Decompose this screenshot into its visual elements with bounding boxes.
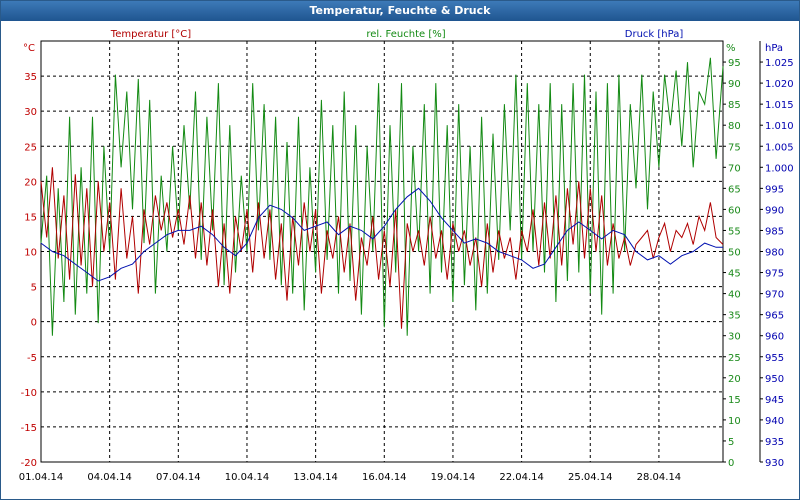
y-pressure-tick-label: 1.020 bbox=[765, 79, 794, 90]
y-left-tick-label: 5 bbox=[31, 283, 37, 294]
x-tick-label: 19.04.14 bbox=[431, 472, 476, 483]
y-pressure-tick-label: 945 bbox=[765, 395, 784, 406]
y-humidity-tick-label: 45 bbox=[728, 269, 741, 280]
y-left-tick-label: 35 bbox=[24, 72, 37, 83]
y-humidity-tick-label: 35 bbox=[728, 311, 741, 322]
x-tick-label: 10.04.14 bbox=[225, 472, 270, 483]
y-humidity-tick-label: 10 bbox=[728, 416, 741, 427]
y-pressure-tick-label: 975 bbox=[765, 269, 784, 280]
y-pressure-tick-label: 940 bbox=[765, 416, 784, 427]
window-title: Temperatur, Feuchte & Druck bbox=[1, 1, 799, 21]
y-humidity-tick-label: 50 bbox=[728, 248, 741, 259]
series-line bbox=[40, 57, 724, 336]
y-pressure-tick-label: 935 bbox=[765, 437, 784, 448]
y-humidity-tick-label: 80 bbox=[728, 121, 741, 132]
x-tick-label: 28.04.14 bbox=[637, 472, 682, 483]
y-pressure-tick-label: 1.015 bbox=[765, 100, 794, 111]
y-pressure-tick-label: 980 bbox=[765, 248, 784, 259]
y-humidity-tick-label: 70 bbox=[728, 163, 741, 174]
y-humidity-tick-label: 40 bbox=[728, 290, 741, 301]
y-pressure-unit-label: hPa bbox=[765, 43, 783, 54]
y-humidity-tick-label: 65 bbox=[728, 184, 741, 195]
y-humidity-tick-label: 85 bbox=[728, 100, 741, 111]
y-left-unit-label: °C bbox=[23, 43, 35, 54]
y-pressure-tick-label: 1.025 bbox=[765, 58, 794, 69]
y-pressure-tick-label: 1.010 bbox=[765, 121, 794, 132]
x-tick-label: 13.04.14 bbox=[293, 472, 338, 483]
y-humidity-tick-label: 90 bbox=[728, 79, 741, 90]
y-humidity-tick-label: 60 bbox=[728, 205, 741, 216]
y-humidity-tick-label: 75 bbox=[728, 142, 741, 153]
y-left-tick-label: -10 bbox=[21, 388, 37, 399]
y-humidity-tick-label: 30 bbox=[728, 332, 741, 343]
y-pressure-tick-label: 955 bbox=[765, 353, 784, 364]
y-pressure-tick-label: 1.005 bbox=[765, 142, 794, 153]
x-tick-label: 22.04.14 bbox=[499, 472, 544, 483]
y-left-tick-label: 30 bbox=[24, 107, 37, 118]
y-left-tick-label: 10 bbox=[24, 248, 37, 259]
x-tick-label: 25.04.14 bbox=[568, 472, 613, 483]
y-humidity-tick-label: 25 bbox=[728, 353, 741, 364]
y-left-tick-label: 25 bbox=[24, 142, 37, 153]
x-tick-label: 07.04.14 bbox=[156, 472, 201, 483]
series-label: rel. Feuchte [%] bbox=[366, 29, 445, 40]
y-humidity-tick-label: 15 bbox=[728, 395, 741, 406]
y-pressure-tick-label: 970 bbox=[765, 290, 784, 301]
y-pressure-tick-label: 1.000 bbox=[765, 163, 794, 174]
y-left-tick-label: -5 bbox=[27, 353, 37, 364]
y-left-tick-label: -15 bbox=[21, 423, 37, 434]
series-label: Druck [hPa] bbox=[625, 29, 684, 40]
y-pressure-tick-label: 930 bbox=[765, 458, 784, 469]
x-tick-label: 04.04.14 bbox=[87, 472, 132, 483]
y-humidity-tick-label: 55 bbox=[728, 226, 741, 237]
y-humidity-tick-label: 5 bbox=[728, 437, 734, 448]
series-line bbox=[40, 167, 724, 329]
y-pressure-tick-label: 950 bbox=[765, 374, 784, 385]
y-left-tick-label: 20 bbox=[24, 177, 37, 188]
y-left-tick-label: -20 bbox=[21, 458, 37, 469]
y-humidity-tick-label: 0 bbox=[728, 458, 734, 469]
y-humidity-tick-label: 95 bbox=[728, 58, 741, 69]
y-pressure-tick-label: 995 bbox=[765, 184, 784, 195]
y-left-tick-label: 15 bbox=[24, 212, 37, 223]
y-pressure-tick-label: 985 bbox=[765, 226, 784, 237]
series-line bbox=[40, 187, 723, 282]
x-tick-label: 16.04.14 bbox=[362, 472, 407, 483]
y-pressure-tick-label: 990 bbox=[765, 205, 784, 216]
y-humidity-unit-label: % bbox=[726, 43, 736, 54]
x-tick-label: 01.04.14 bbox=[19, 472, 64, 483]
y-pressure-tick-label: 965 bbox=[765, 311, 784, 322]
y-left-tick-label: 0 bbox=[31, 318, 37, 329]
y-humidity-tick-label: 20 bbox=[728, 374, 741, 385]
series-label: Temperatur [°C] bbox=[110, 29, 191, 40]
y-pressure-tick-label: 960 bbox=[765, 332, 784, 343]
